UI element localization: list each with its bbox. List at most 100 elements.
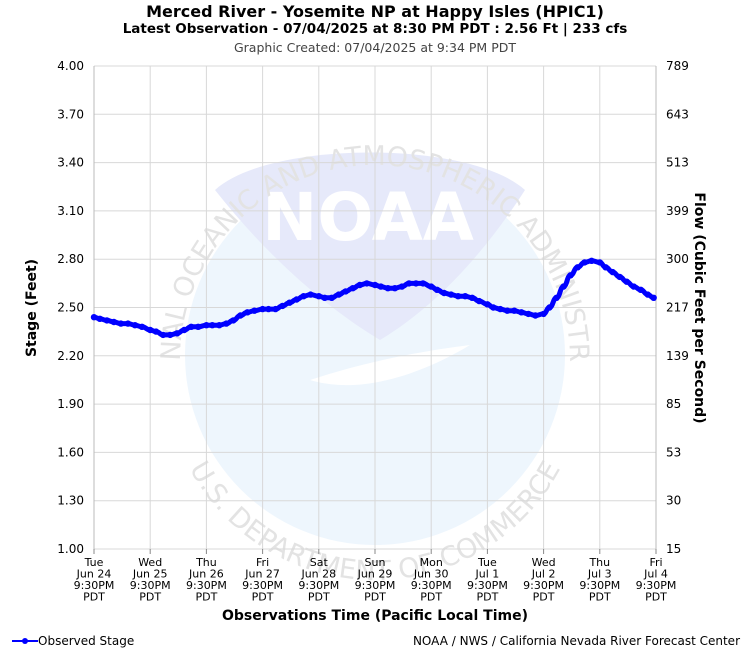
data-point [650,294,657,301]
data-point [363,280,370,287]
data-point [405,280,413,287]
data-point [96,315,104,322]
data-point [581,259,588,266]
y-tick-label: 2.80 [57,252,84,266]
chart-subtitle: Latest Observation - 07/04/2025 at 8:30 … [122,21,628,37]
legend-label: Observed Stage [38,634,135,648]
data-point [300,293,307,300]
data-point [147,326,154,334]
x-tick-label: Sat Jun 28 9:30PM PDT [298,556,339,604]
data-point [384,285,392,292]
data-point [335,291,342,298]
data-point [265,305,272,313]
data-point [440,289,448,297]
data-point [159,331,167,339]
data-point [623,278,630,285]
data-point [462,293,469,300]
data-point [497,305,504,313]
data-point [602,264,609,271]
y2-tick-label: 85 [666,397,681,411]
data-point [138,323,146,330]
data-point [209,322,216,329]
data-point [490,304,497,311]
data-point [560,283,567,290]
data-point [609,268,616,276]
data-point [574,264,581,271]
data-point [447,291,455,298]
y2-tick-label: 15 [666,542,681,556]
data-point [349,285,356,292]
data-point [166,331,174,339]
data-point [173,330,181,337]
data-point [272,305,279,313]
y2-axis-title: Flow (Cubic Feet per Second) [691,192,707,423]
x-tick-label: Fri Jul 4 9:30PM PDT [636,556,677,604]
data-point [518,309,525,316]
data-point [412,280,420,287]
data-point [328,294,335,301]
x-axis-title: Observations Time (Pacific Local Time) [222,608,528,624]
y2-tick-label: 139 [666,349,689,363]
data-point [315,293,322,300]
data-point [251,307,258,314]
data-point [216,322,223,329]
y2-tick-label: 789 [666,59,689,73]
data-point [588,257,595,264]
data-point [181,326,188,334]
credit-text: NOAA / NWS / California Nevada River For… [412,634,740,648]
x-tick-label: Thu Jul 3 9:30PM PDT [579,556,620,604]
data-point [342,288,349,295]
x-tick-label: Fri Jun 27 9:30PM PDT [242,556,283,604]
y2-tick-label: 513 [666,156,689,170]
data-point [532,312,539,319]
data-point [454,293,462,300]
x-tick-label: Mon Jun 30 9:30PM PDT [411,556,452,604]
data-point [377,283,385,290]
data-point [237,312,244,319]
data-point [195,323,202,330]
data-point [117,320,125,327]
x-tick-label: Tue Jul 1 9:30PM PDT [467,556,508,604]
data-point [391,285,399,292]
y-tick-label: 1.30 [57,494,84,508]
x-tick-label: Tue Jun 24 9:30PM PDT [74,556,115,604]
data-point [307,291,314,298]
x-tick-label: Wed Jun 25 9:30PM PDT [130,556,171,604]
noaa-logo-text: NOAA [262,179,474,256]
y-tick-label: 1.90 [57,397,84,411]
y-tick-label: 4.00 [57,59,84,73]
data-point [293,296,300,303]
data-point [484,301,491,308]
chart-title: Merced River - Yosemite NP at Happy Isle… [146,2,604,21]
y-tick-label: 3.40 [57,156,84,170]
y-tick-label: 2.20 [57,349,84,363]
data-point [371,281,379,289]
x-tick-label: Wed Jul 2 9:30PM PDT [523,556,564,604]
y2-tick-label: 399 [666,204,689,218]
y2-tick-label: 53 [666,445,681,459]
data-point [553,294,560,301]
data-point [321,294,328,301]
data-point [398,283,406,290]
data-point [356,281,363,289]
data-point [644,291,651,298]
legend-line-icon [12,638,38,644]
data-point [630,283,637,290]
data-point [124,320,132,327]
data-point [596,259,603,266]
chart-grid [93,65,657,550]
data-point [567,272,574,279]
y-tick-label: 2.50 [57,301,84,315]
y-tick-label: 3.10 [57,204,84,218]
data-point [131,322,139,329]
data-point [90,314,98,321]
y2-tick-label: 217 [666,301,689,315]
data-point [540,310,547,318]
data-point [504,307,511,314]
y2-tick-label: 643 [666,107,689,121]
data-point [223,320,230,327]
y-tick-label: 3.70 [57,107,84,121]
series-observed-stage [90,257,657,339]
data-point [546,304,553,311]
